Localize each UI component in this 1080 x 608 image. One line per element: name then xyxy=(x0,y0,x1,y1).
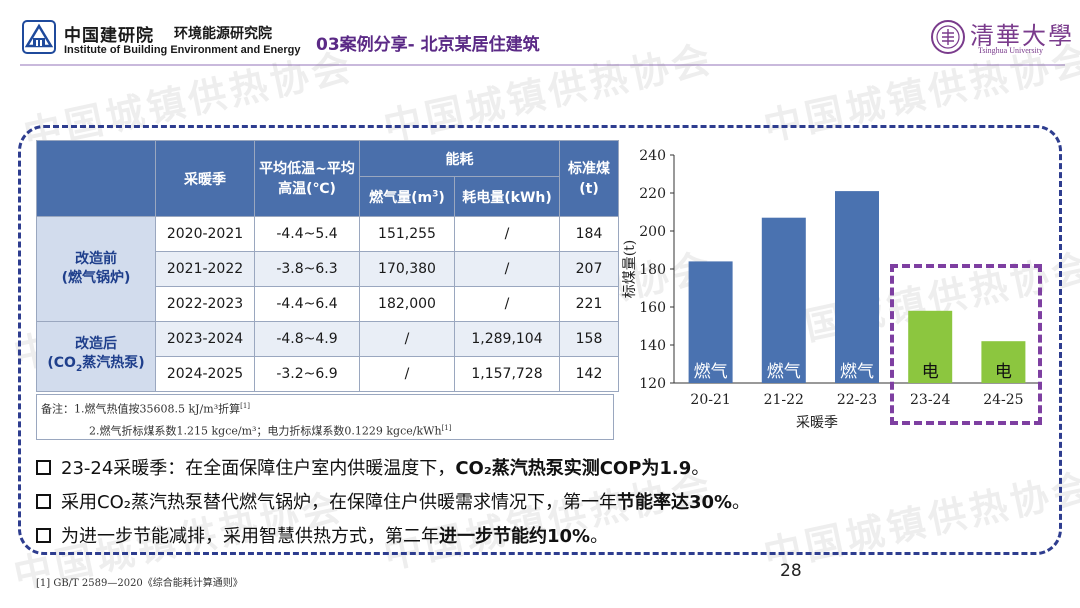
cell-gas: 182,000 xyxy=(359,286,455,322)
institute-name-cn: 环境能源研究院 xyxy=(174,26,272,42)
x-axis-label: 采暖季 xyxy=(796,415,838,431)
y-tick-label: 200 xyxy=(639,224,666,240)
cell-temp: -4.4~6.4 xyxy=(254,286,360,322)
y-tick-label: 220 xyxy=(639,186,666,202)
reference-footnote: [1] GB/T 2589—2020《综合能耗计算通则》 xyxy=(36,578,243,589)
y-axis-label: 标煤量(t) xyxy=(622,240,638,299)
bar xyxy=(688,261,733,383)
table-header-temp: 平均低温~平均高温(℃) xyxy=(254,140,360,217)
y-tick-label: 180 xyxy=(639,262,666,278)
note-line-1: 备注：1.燃气热值按35608.5 kJ/m³折算[1] xyxy=(41,402,251,416)
institute-name-en: Institute of Building Environment and En… xyxy=(64,44,301,56)
table-header-energy: 能耗 xyxy=(359,140,560,177)
bar-label: 电 xyxy=(995,362,1012,382)
cell-season: 2024-2025 xyxy=(155,356,255,392)
bullet-text: 23-24采暖季：在全面保障住户室内供暖温度下， xyxy=(61,458,456,479)
table-note: 备注：1.燃气热值按35608.5 kJ/m³折算[1] 2.燃气折标煤系数1.… xyxy=(36,394,614,440)
energy-table: 采暖季 平均低温~平均高温(℃) 能耗 标准煤(t) 燃气量(m3) 耗电量(k… xyxy=(36,140,619,392)
bullet-item: 采用CO₂蒸汽热泵替代燃气锅炉，在保障住户供暖需求情况下，第一年 节能率达30%。 xyxy=(36,488,750,514)
coal-bar-chart: 120 140 160 180 200 220 240 标煤量(t) 燃气 20-21 燃气 21-2… xyxy=(622,148,1040,431)
x-tick-label: 20-21 xyxy=(690,392,730,408)
cell-gas: 170,380 xyxy=(359,251,455,287)
heat-pump-highlight-box xyxy=(890,264,1042,425)
cell-season: 2020-2021 xyxy=(155,216,255,252)
cell-season: 2023-2024 xyxy=(155,321,255,357)
cell-temp: -3.2~6.9 xyxy=(254,356,360,392)
tsinghua-name-en: Tsinghua University xyxy=(978,46,1043,55)
bullet-item: 为进一步节能减排，采用智慧供热方式，第二年 进一步节能约10%。 xyxy=(36,522,608,548)
table-header-coal: 标准煤(t) xyxy=(559,140,619,217)
bullet-end: 。 xyxy=(691,458,710,479)
checkbox-square-icon xyxy=(36,493,51,509)
cabr-logo-icon xyxy=(22,20,56,54)
checkbox-square-icon xyxy=(36,459,51,475)
group-label-before: 改造前 (燃气锅炉) xyxy=(36,216,156,322)
tsinghua-seal-icon xyxy=(930,19,966,55)
table-header-elec: 耗电量(kWh) xyxy=(454,176,560,217)
bar-label: 燃气 xyxy=(840,362,874,382)
x-tick-label: 23-24 xyxy=(910,392,950,408)
cell-elec: 1,157,728 xyxy=(454,356,560,392)
bar xyxy=(908,310,953,383)
page-number: 28 xyxy=(780,561,802,581)
group-label-after: 改造后 (CO2蒸汽热泵) xyxy=(36,321,156,392)
slide-title: 03案例分享- 北京某居住建筑 xyxy=(316,35,540,55)
y-tick-label: 140 xyxy=(639,338,666,354)
table-header-season: 采暖季 xyxy=(155,140,255,217)
table-header-blank xyxy=(36,140,156,217)
x-tick-label: 21-22 xyxy=(764,392,804,408)
checkbox-square-icon xyxy=(36,527,51,543)
cell-season: 2022-2023 xyxy=(155,286,255,322)
bar-label: 燃气 xyxy=(767,362,801,382)
x-tick-label: 22-23 xyxy=(837,392,877,408)
cell-gas: 151,255 xyxy=(359,216,455,252)
y-tick-label: 160 xyxy=(639,300,666,316)
note-line-2: 2.燃气折标煤系数1.215 kgce/m³；电力折标煤系数0.1229 kgc… xyxy=(89,423,452,438)
cell-elec: 1,289,104 xyxy=(454,321,560,357)
cell-elec: / xyxy=(454,216,560,252)
org-name-cn: 中国建研院 xyxy=(64,26,154,46)
cell-temp: -4.4~5.4 xyxy=(254,216,360,252)
cell-elec: / xyxy=(454,286,560,322)
content-frame xyxy=(18,125,1062,555)
cell-gas: / xyxy=(359,321,455,357)
cell-temp: -4.8~4.9 xyxy=(254,321,360,357)
x-tick-label: 24-25 xyxy=(983,392,1023,408)
cell-gas: / xyxy=(359,356,455,392)
bar-label: 燃气 xyxy=(694,362,728,382)
bullet-text: 为进一步节能减排，采用智慧供热方式，第二年 xyxy=(61,526,439,547)
bullet-item: 23-24采暖季：在全面保障住户室内供暖温度下， CO₂蒸汽热泵实测COP为1.9… xyxy=(36,454,709,480)
bar-label: 电 xyxy=(922,362,939,382)
bullet-end: 。 xyxy=(590,526,609,547)
cell-coal: 207 xyxy=(559,251,619,287)
bullet-bold-text: 节能率达30% xyxy=(616,492,733,513)
bar xyxy=(835,191,879,383)
header-divider xyxy=(20,64,1065,66)
bullet-end: 。 xyxy=(732,492,751,513)
bar xyxy=(761,217,806,383)
bullet-text: 采用CO₂蒸汽热泵替代燃气锅炉，在保障住户供暖需求情况下，第一年 xyxy=(61,492,617,513)
y-tick-label: 240 xyxy=(639,148,666,164)
tsinghua-name-cn: 清華大學 xyxy=(970,22,1074,50)
bar xyxy=(981,341,1026,383)
cell-coal: 184 xyxy=(559,216,619,252)
bullet-bold-text: CO₂蒸汽热泵实测COP为1.9 xyxy=(455,458,692,479)
cell-temp: -3.8~6.3 xyxy=(254,251,360,287)
cell-coal: 142 xyxy=(559,356,619,392)
cell-elec: / xyxy=(454,251,560,287)
cell-season: 2021-2022 xyxy=(155,251,255,287)
bullet-bold-text: 进一步节能约10% xyxy=(439,526,591,547)
cell-coal: 221 xyxy=(559,286,619,322)
table-header-gas: 燃气量(m3) xyxy=(359,176,455,217)
y-tick-label: 120 xyxy=(639,376,666,392)
cell-coal: 158 xyxy=(559,321,619,357)
